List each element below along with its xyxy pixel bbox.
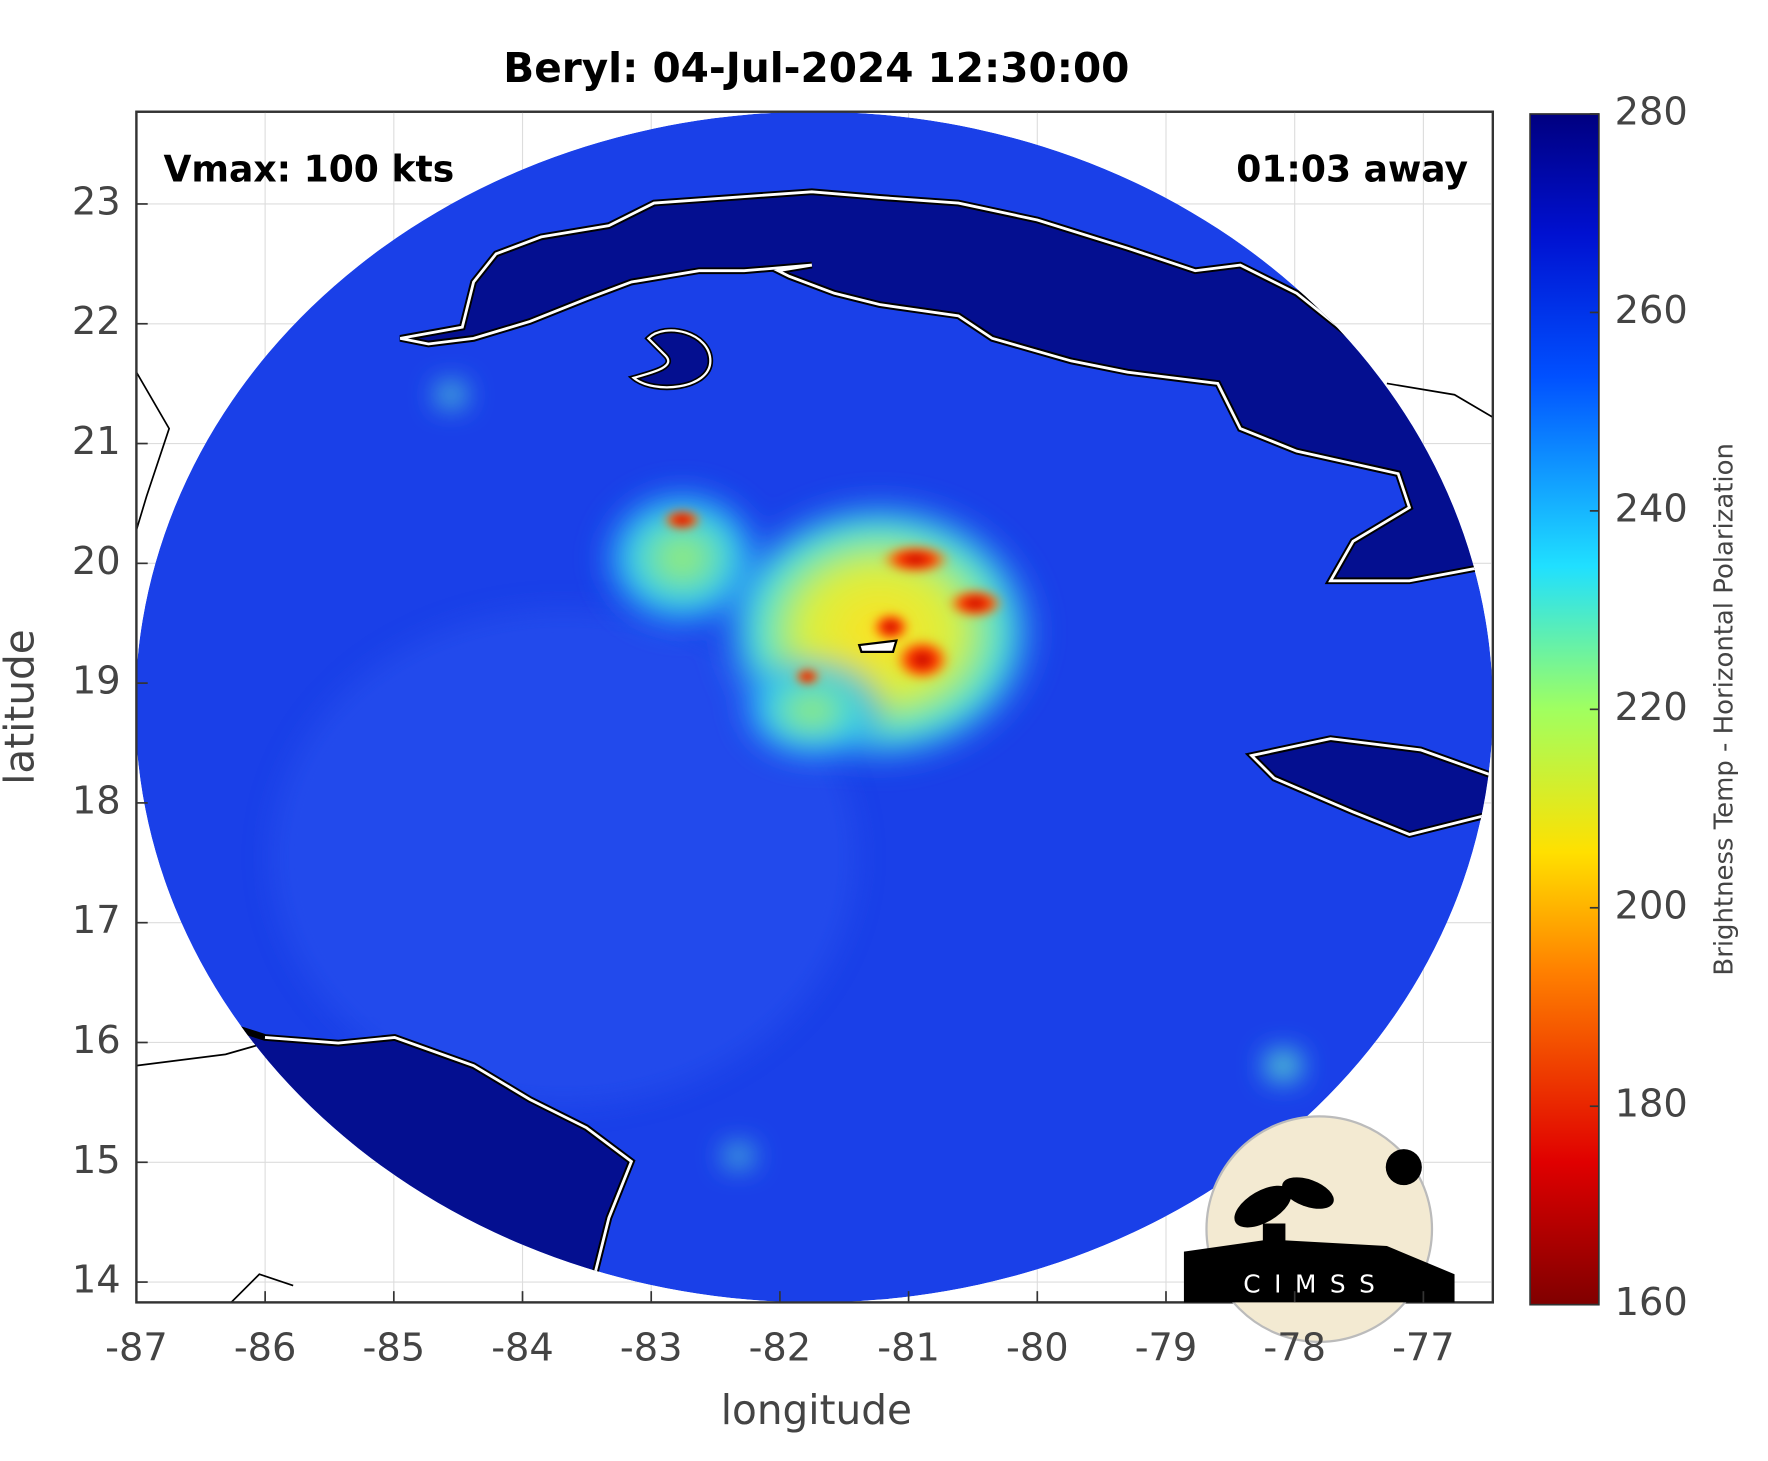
logo: CIMSS <box>1183 1115 1455 1344</box>
x-tick-label: -80 <box>1006 1325 1069 1370</box>
y-tick-label: 16 <box>72 1018 121 1063</box>
x-tick-label: -78 <box>1263 1325 1326 1370</box>
x-tick-label: -77 <box>1392 1325 1455 1370</box>
x-tick-label: -87 <box>105 1325 168 1370</box>
x-tick-label: -86 <box>234 1325 297 1370</box>
y-axis-label: latitude <box>0 629 44 785</box>
y-tick-label: 18 <box>72 778 121 823</box>
colorbar-tick-label: 200 <box>1615 883 1688 928</box>
logo-text: CIMSS <box>1243 1270 1388 1299</box>
x-tick-label: -83 <box>620 1325 683 1370</box>
colorbar-tick-label: 260 <box>1615 288 1688 333</box>
plot-frame <box>135 110 1495 1304</box>
y-tick-label: 17 <box>72 898 121 943</box>
y-tick-label: 15 <box>72 1138 121 1183</box>
colorbar-tick-label: 280 <box>1615 89 1688 134</box>
y-tick-label: 23 <box>72 179 121 224</box>
x-axis-label: longitude <box>721 1386 912 1434</box>
colorbar <box>1529 113 1600 1306</box>
chart-title: Beryl: 04-Jul-2024 12:30:00 <box>503 44 1129 92</box>
annotation: 01:03 away <box>1236 148 1468 190</box>
colorbar-tick-label: 180 <box>1615 1082 1688 1127</box>
imagery <box>136 111 1493 1303</box>
y-tick-label: 22 <box>72 299 121 344</box>
x-tick-label: -85 <box>363 1325 426 1370</box>
x-tick-label: -81 <box>877 1325 940 1370</box>
colorbar-label: Brightness Temp - Horizontal Polarizatio… <box>1710 443 1740 976</box>
colorbar-tick-label: 220 <box>1615 685 1688 730</box>
y-tick-label: 21 <box>72 419 121 464</box>
colorbar-tick-label: 160 <box>1615 1280 1688 1325</box>
x-tick-label: -82 <box>749 1325 812 1370</box>
annotation: Vmax: 100 kts <box>163 148 454 190</box>
y-tick-label: 19 <box>72 659 121 704</box>
y-tick-label: 14 <box>72 1258 121 1303</box>
x-tick-label: -84 <box>491 1325 554 1370</box>
x-tick-label: -79 <box>1135 1325 1198 1370</box>
y-tick-label: 20 <box>72 539 121 584</box>
colorbar-tick-label: 240 <box>1615 486 1688 531</box>
